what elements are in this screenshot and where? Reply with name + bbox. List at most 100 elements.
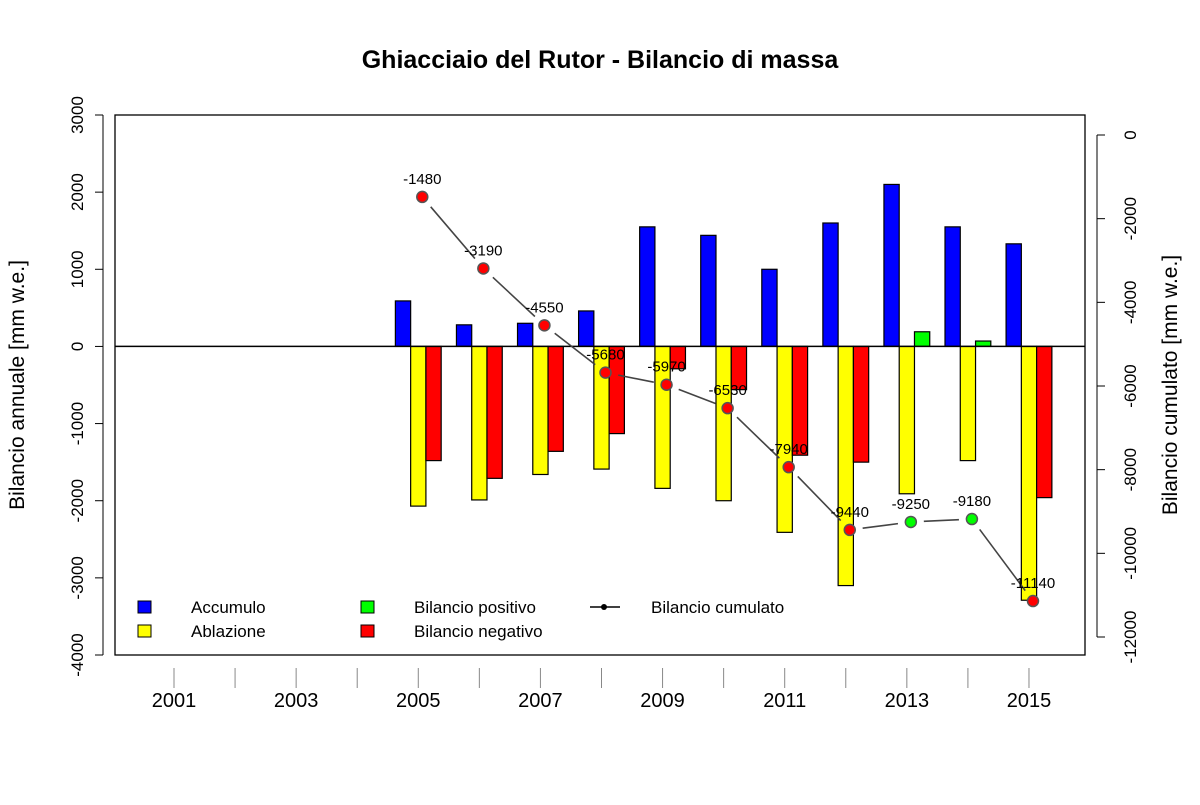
bar-accumulo-2010 <box>700 234 717 348</box>
cumulative-label-2010: -6530 <box>708 382 746 399</box>
cumulative-label-2014: -9180 <box>953 493 991 510</box>
cumulative-point-2007 <box>538 319 551 332</box>
cumulative-label-2013: -9250 <box>892 496 930 513</box>
bar-ablazione-2011 <box>776 345 793 533</box>
cumulative-line-segment <box>923 518 959 523</box>
cumulative-point-2010 <box>721 401 734 415</box>
cumulative-label-2015: -11140 <box>1011 575 1055 592</box>
y-tick-label: 1000 <box>68 250 87 288</box>
y2-tick-label: -10000 <box>1121 527 1140 580</box>
legend-label-2: Bilancio positivo <box>414 598 536 617</box>
y2-tick-label: -12000 <box>1121 611 1140 664</box>
legend-swatch-0 <box>137 600 152 614</box>
legend-label-1: Ablazione <box>191 622 266 641</box>
y-axis-label: Bilancio annuale [mm w.e.] <box>6 260 29 510</box>
bar-accumulo-2012 <box>822 222 839 348</box>
cumulative-point-2008 <box>599 366 612 379</box>
bar-ablazione-2010 <box>715 345 732 502</box>
cumulative-point-2006 <box>477 262 490 275</box>
y2-tick-label: -2000 <box>1121 197 1140 240</box>
cumulative-line-segment <box>430 206 476 260</box>
y-tick-label: 3000 <box>68 96 87 134</box>
cumulative-label-2008: -5680 <box>586 347 624 364</box>
plot-frame <box>114 114 1086 656</box>
x-tick-label: 2005 <box>396 690 441 712</box>
y-tick-label: 2000 <box>68 173 87 211</box>
cumulative-line-segment <box>492 276 536 318</box>
y2-tick-label: -6000 <box>1121 364 1140 407</box>
bar-ablazione-2015 <box>1020 345 1038 601</box>
cumulative-point-2014 <box>965 512 979 526</box>
cumulative-label-2005: -1480 <box>403 171 441 188</box>
bar-ablazione-2005 <box>410 345 427 507</box>
x-tick-label: 2015 <box>1007 690 1052 712</box>
bar-accumulo-2006 <box>455 324 473 348</box>
chart-title: Ghiacciaio del Rutor - Bilancio di massa <box>362 46 840 74</box>
bar-ablazione-2007 <box>532 345 549 476</box>
cumulative-point-2011 <box>782 460 795 474</box>
x-tick-label: 2007 <box>518 690 563 712</box>
x-tick-label: 2009 <box>640 690 685 712</box>
bar-accumulo-2005 <box>394 300 412 348</box>
y2-tick-label: -4000 <box>1121 281 1140 324</box>
bar-ablazione-2006 <box>471 345 488 501</box>
y2-axis-label: Bilancio cumulato [mm w.e.] <box>1159 255 1182 515</box>
bar-accumulo-2007 <box>516 322 534 348</box>
bar-ablazione-2008 <box>593 345 610 470</box>
bar-ablazione-2012 <box>837 345 855 587</box>
cumulative-line-segment <box>736 416 780 459</box>
cumulative-point-2009 <box>660 378 673 391</box>
cumulative-line-segment <box>797 475 842 522</box>
cumulative-line-segment <box>979 528 1026 592</box>
bar-ablazione-2013 <box>898 345 916 495</box>
x-tick-label: 2011 <box>763 690 806 712</box>
legend-swatch-2 <box>360 600 375 614</box>
y-tick-label: -2000 <box>68 479 87 522</box>
cumulative-line-segment <box>554 332 596 366</box>
cumulative-point-2013 <box>904 515 918 529</box>
bar-bilancio-2013 <box>913 331 931 348</box>
legend-label-4: Bilancio cumulato <box>651 598 784 617</box>
cumulative-line-segment <box>618 374 654 383</box>
x-tick-label: 2003 <box>274 690 319 712</box>
bar-accumulo-2011 <box>761 268 778 348</box>
bar-bilancio-2014 <box>974 340 992 348</box>
bar-ablazione-2014 <box>959 345 977 462</box>
y-tick-label: 0 <box>68 342 87 351</box>
cumulative-label-2006: -3190 <box>464 242 502 259</box>
cumulative-label-2012: -9440 <box>831 504 869 521</box>
bar-bilancio-2007 <box>547 345 564 452</box>
bar-bilancio-2015 <box>1036 345 1053 499</box>
bar-accumulo-2015 <box>1005 243 1022 348</box>
bar-accumulo-2009 <box>639 226 656 348</box>
cumulative-line-segment <box>862 522 899 530</box>
x-tick-label: 2001 <box>152 690 197 712</box>
x-tick-label: 2013 <box>885 690 930 712</box>
cumulative-point-2005 <box>416 190 429 204</box>
cumulative-point-2012 <box>843 523 857 537</box>
cumulative-label-2009: -5970 <box>647 359 685 376</box>
cumulative-label-2011: -7940 <box>770 441 808 458</box>
y2-tick-label: 0 <box>1121 130 1140 139</box>
bar-bilancio-2005 <box>425 345 442 462</box>
bar-bilancio-2006 <box>486 345 503 479</box>
bar-bilancio-2012 <box>852 345 870 463</box>
bar-accumulo-2014 <box>944 226 961 348</box>
bar-accumulo-2008 <box>577 310 595 348</box>
y-tick-label: -4000 <box>68 633 87 676</box>
cumulative-line-segment <box>678 388 716 405</box>
legend-label-3: Bilancio negativo <box>414 622 543 641</box>
legend-swatch-3 <box>360 624 375 638</box>
cumulative-point-2015 <box>1026 594 1040 608</box>
y2-tick-label: -8000 <box>1121 448 1140 491</box>
legend-point-swatch <box>601 604 607 610</box>
cumulative-label-2007: -4550 <box>525 299 563 316</box>
legend-label-0: Accumulo <box>191 598 266 617</box>
y-tick-label: -1000 <box>68 402 87 445</box>
bar-accumulo-2013 <box>883 183 900 348</box>
bar-bilancio-2011 <box>791 345 809 456</box>
y-tick-label: -3000 <box>68 556 87 599</box>
legend-swatch-1 <box>137 624 152 638</box>
